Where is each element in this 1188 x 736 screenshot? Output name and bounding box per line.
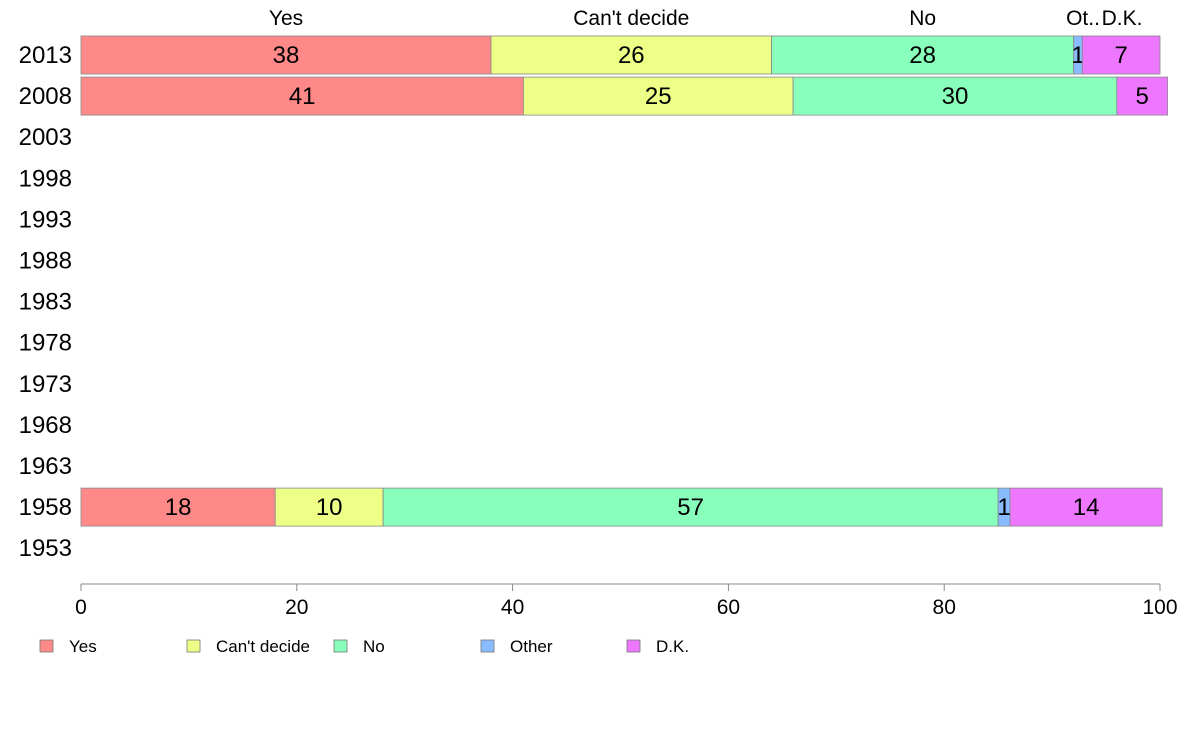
bar-2008-no (792, 76, 1118, 116)
bar-2008-can-t-decide (522, 76, 794, 116)
legend: Yes Can't decide No Other D.K. (39, 637, 689, 656)
x-tick-label-40: 40 (501, 596, 524, 619)
bar-2013-no (771, 35, 1075, 75)
bar-2013-can-t-decide (490, 35, 772, 75)
top-label-can-t-decide: Can't decide (573, 7, 689, 30)
data-label-2013-can-t-decide: 26 (618, 42, 645, 69)
year-label-1953: 1953 (19, 535, 72, 562)
year-label-1983: 1983 (19, 289, 72, 316)
data-label-2013-no: 28 (909, 42, 936, 69)
legend-swatch-other (480, 639, 495, 653)
year-label-1993: 1993 (19, 206, 72, 233)
top-label-no: No (909, 7, 936, 30)
data-label-2008-yes: 41 (289, 83, 316, 110)
bar-2008-yes (80, 76, 524, 116)
legend-swatch-no (333, 639, 348, 653)
year-label-2013: 2013 (19, 42, 72, 69)
legend-label-no: No (363, 637, 385, 656)
legend-label-other: Other (510, 637, 553, 656)
year-label-1978: 1978 (19, 330, 72, 357)
year-label-1973: 1973 (19, 371, 72, 398)
year-label-1963: 1963 (19, 453, 72, 480)
data-label-1958-other: 1 (997, 494, 1010, 521)
bar-2013-d-k- (1081, 35, 1161, 75)
legend-label-can-t-decide: Can't decide (216, 637, 310, 656)
year-label-2008: 2008 (19, 83, 72, 110)
x-tick-label-60: 60 (717, 596, 740, 619)
legend-swatch-can-t-decide (186, 639, 201, 653)
x-tick-label-20: 20 (285, 596, 308, 619)
bar-1958-d-k- (1009, 487, 1163, 527)
legend-label-yes: Yes (69, 637, 97, 656)
data-label-2008-d-k-: 5 (1136, 83, 1149, 110)
top-label-other: Ot.. (1066, 7, 1100, 30)
data-label-2013-yes: 38 (273, 42, 300, 69)
x-tick-label-0: 0 (75, 596, 87, 619)
x-tick-label-80: 80 (933, 596, 956, 619)
bar-1958-yes (80, 487, 276, 527)
top-label-yes: Yes (269, 7, 303, 30)
year-label-2003: 2003 (19, 124, 72, 151)
data-label-2013-d-k-: 7 (1114, 42, 1127, 69)
data-label-2008-can-t-decide: 25 (645, 83, 672, 110)
data-label-1958-d-k-: 14 (1073, 494, 1100, 521)
year-label-1988: 1988 (19, 248, 72, 275)
year-label-1998: 1998 (19, 165, 72, 192)
year-label-1958: 1958 (19, 494, 72, 521)
bar-2008-d-k- (1116, 76, 1168, 116)
data-label-1958-no: 57 (677, 494, 704, 521)
legend-swatch-d-k- (626, 639, 641, 653)
data-label-2008-no: 30 (942, 83, 969, 110)
year-label-1968: 1968 (19, 412, 72, 439)
year-axis-labels: 2013 2008 2003 1998 1993 1988 1983 1978 1973 1968… (19, 42, 72, 562)
data-label-1958-yes: 18 (165, 494, 192, 521)
data-label-2013-other: 1 (1071, 42, 1084, 69)
x-tick-label-100: 100 (1142, 596, 1177, 619)
data-label-1958-can-t-decide: 10 (316, 494, 343, 521)
x-axis: 0 20 40 60 80 100 (75, 583, 1178, 619)
top-series-labels: Yes Can't decide No Ot.. D.K. (269, 7, 1143, 30)
legend-label-d-k-: D.K. (656, 637, 689, 656)
bars: 38 26 28 1 7 41 25 30 5 18 10 57 1 14 (80, 35, 1168, 527)
legend-swatch-yes (39, 639, 54, 653)
bar-1958-no (382, 487, 999, 527)
bar-2013-yes (80, 35, 492, 75)
top-label-d-k-: D.K. (1102, 7, 1143, 30)
